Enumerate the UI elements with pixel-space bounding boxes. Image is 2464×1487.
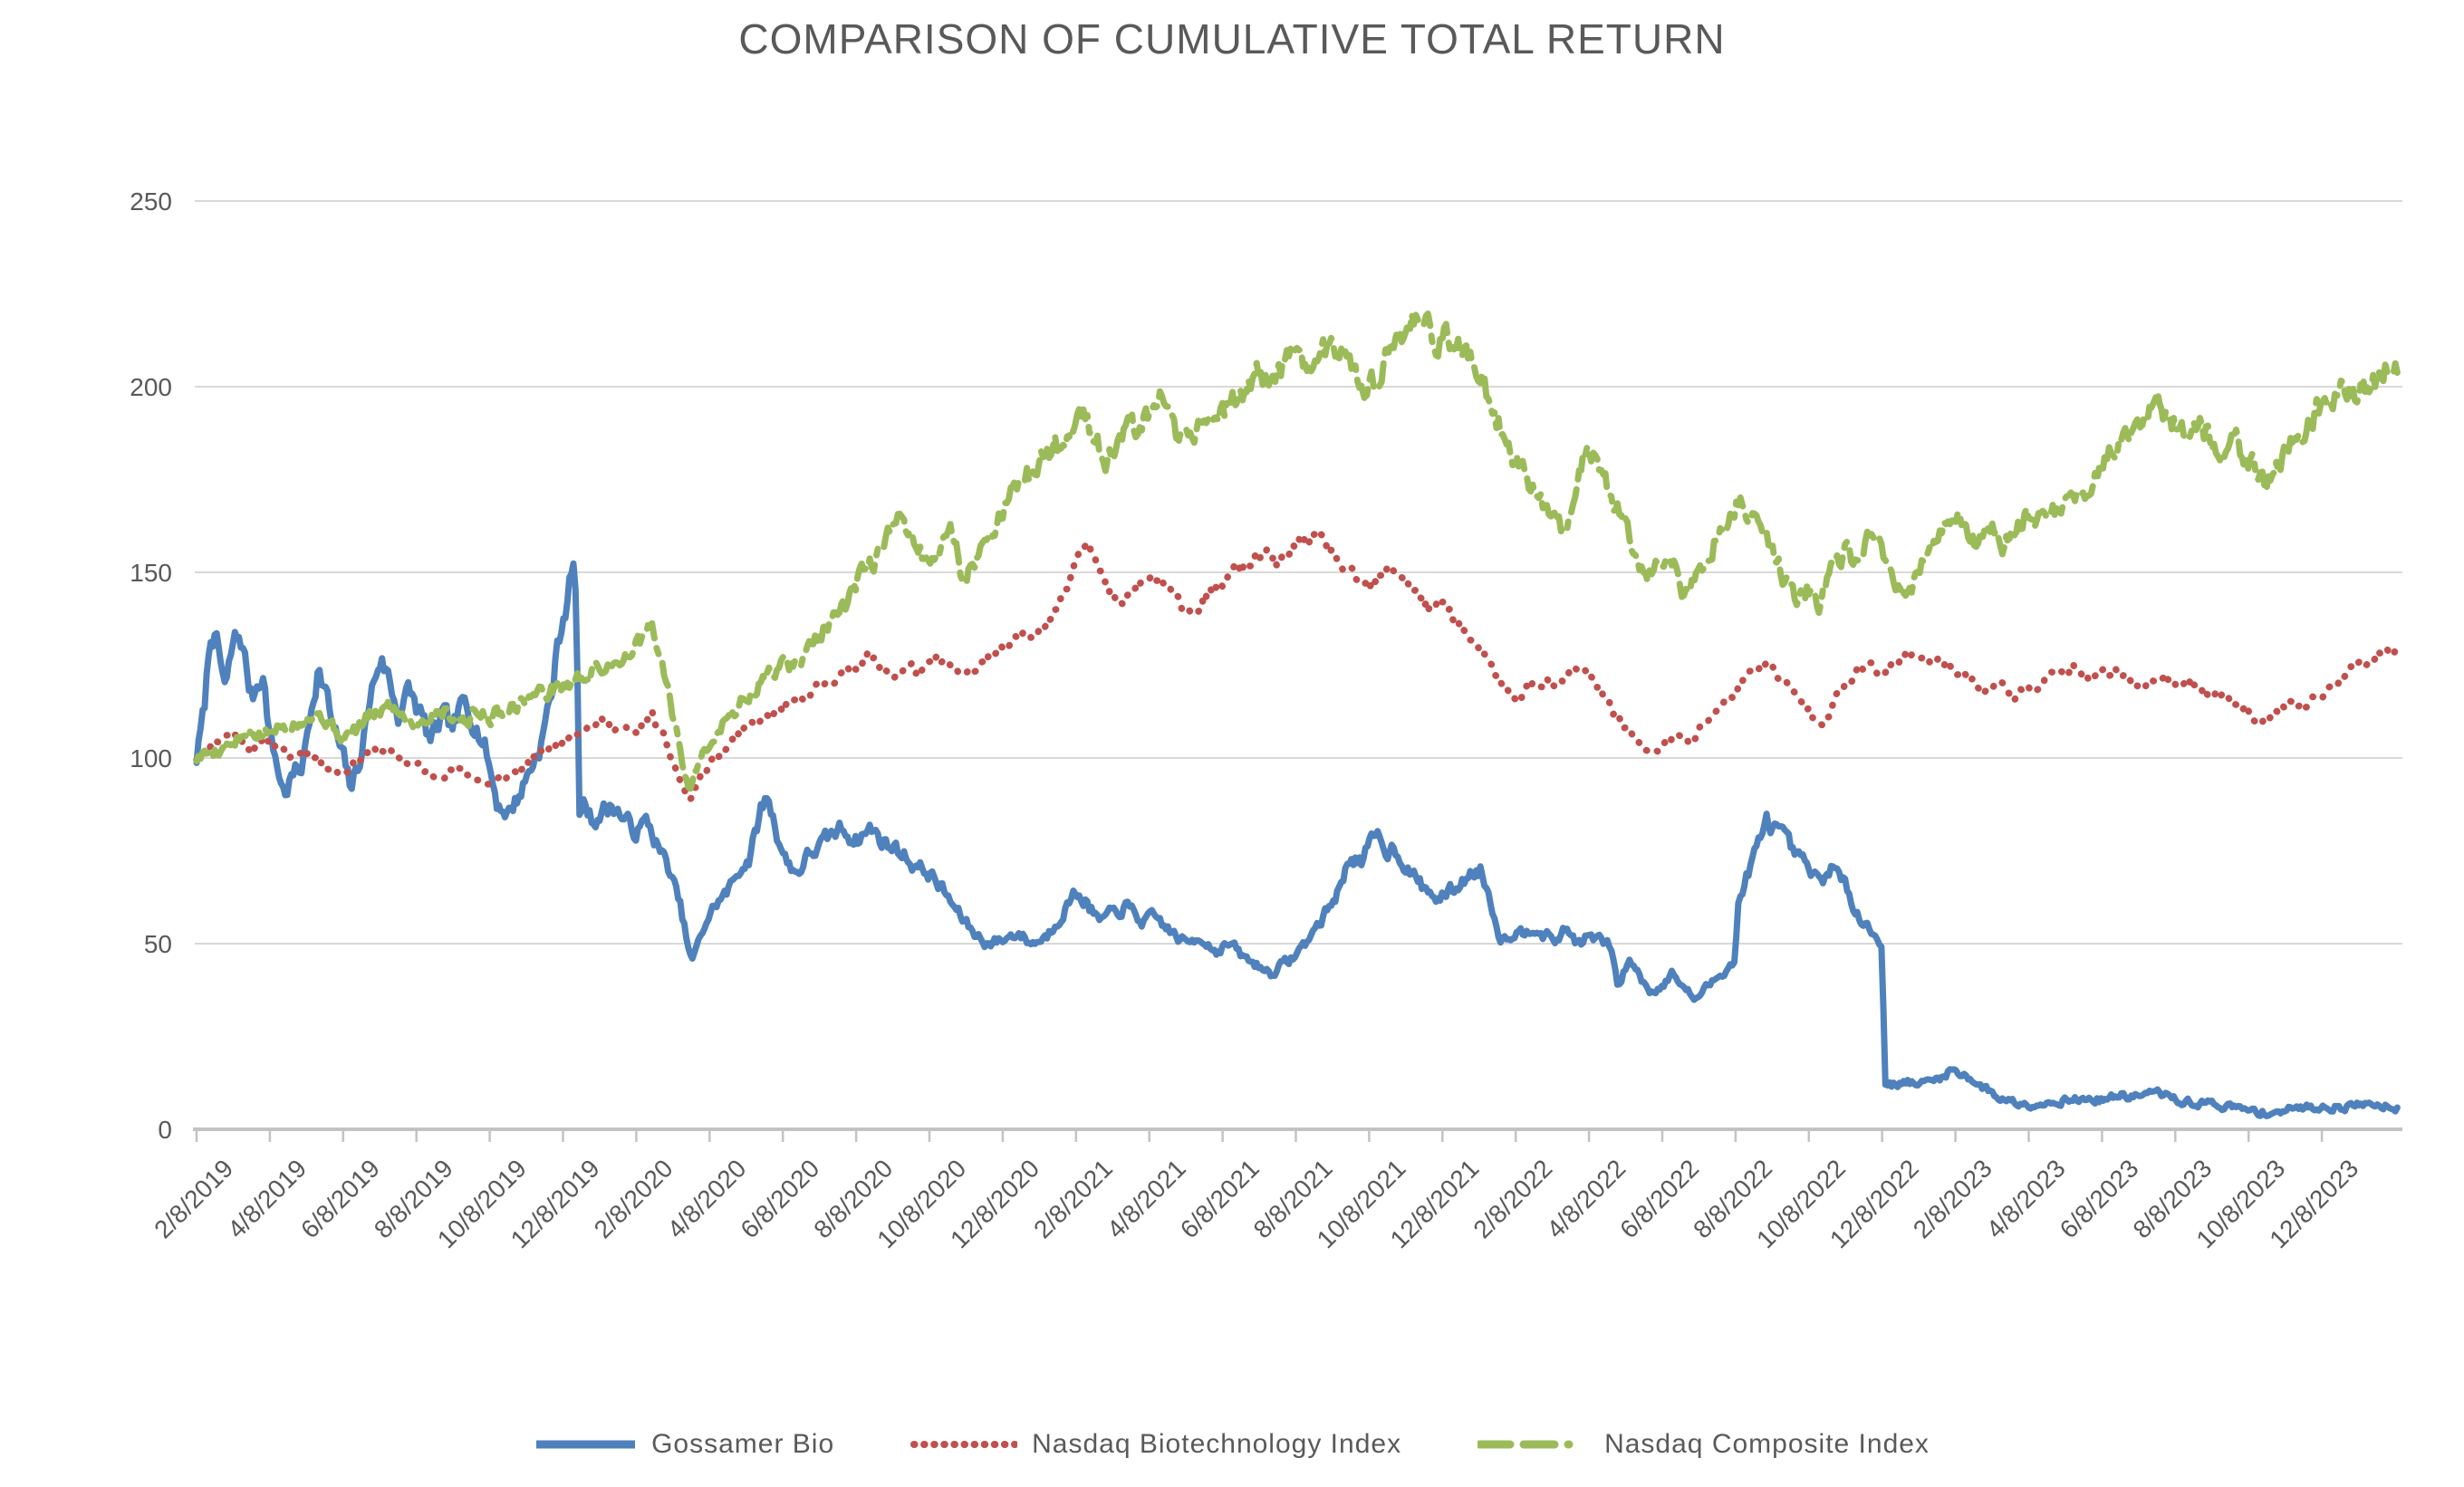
x-axis-tick-label: 2/8/2023: [1908, 1154, 1997, 1243]
legend-marker-dotted-line-icon: [910, 1441, 1018, 1448]
series-line-nasdaq-biotechnology-index: [193, 528, 2401, 803]
chart-legend: Gossamer Bio Nasdaq Biotechnology Index …: [0, 1429, 2464, 1460]
x-axis-tick-label: 6/8/2023: [2055, 1154, 2144, 1243]
x-axis-tick-label: 6/8/2020: [735, 1154, 824, 1243]
x-axis-tick-label: 4/8/2022: [1541, 1154, 1631, 1243]
y-axis-tick-label: 50: [144, 930, 172, 958]
y-axis-tick-label: 100: [130, 744, 172, 772]
legend-label-nasdaq-composite-index: Nasdaq Composite Index: [1604, 1429, 1930, 1459]
chart-title: COMPARISON OF CUMULATIVE TOTAL RETURN: [738, 15, 1726, 62]
x-axis-tick-label: 4/8/2023: [1981, 1154, 2071, 1243]
legend-item-nasdaq-biotechnology-index: Nasdaq Biotechnology Index: [910, 1429, 1401, 1460]
x-axis-tick-label: 2/8/2020: [589, 1154, 679, 1243]
x-axis-tick-label: 4/8/2019: [222, 1154, 312, 1243]
y-axis-tick-label: 200: [130, 373, 172, 401]
x-axis-tick-label: 6/8/2019: [295, 1154, 385, 1243]
x-axis-tick-label: 6/8/2022: [1614, 1154, 1704, 1243]
x-axis-tick-label: 2/8/2022: [1468, 1154, 1557, 1243]
legend-label-nasdaq-biotechnology-index: Nasdaq Biotechnology Index: [1032, 1429, 1402, 1459]
x-axis-tick-label: 4/8/2021: [1102, 1154, 1191, 1243]
x-axis-tick-label: 6/8/2021: [1175, 1154, 1265, 1243]
legend-marker-solid-line-icon: [536, 1440, 636, 1449]
legend-item-nasdaq-composite-index: Nasdaq Composite Index: [1477, 1429, 1930, 1460]
x-axis-tick-label: 4/8/2020: [662, 1154, 752, 1243]
legend-item-gossamer-bio: Gossamer Bio: [534, 1429, 834, 1460]
y-axis-tick-label: 0: [158, 1116, 172, 1144]
legend-marker-dashed-line-icon: [1477, 1440, 1591, 1449]
legend-label-gossamer-bio: Gossamer Bio: [651, 1429, 835, 1459]
x-axis-tick-label: 2/8/2019: [149, 1154, 238, 1243]
series-line-nasdaq-composite-index: [193, 310, 2401, 792]
x-axis-tick-label: 2/8/2021: [1028, 1154, 1118, 1243]
y-axis-tick-label: 250: [130, 187, 172, 216]
series-line-gossamer-bio: [193, 560, 2401, 1119]
y-axis-tick-label: 150: [130, 559, 172, 587]
